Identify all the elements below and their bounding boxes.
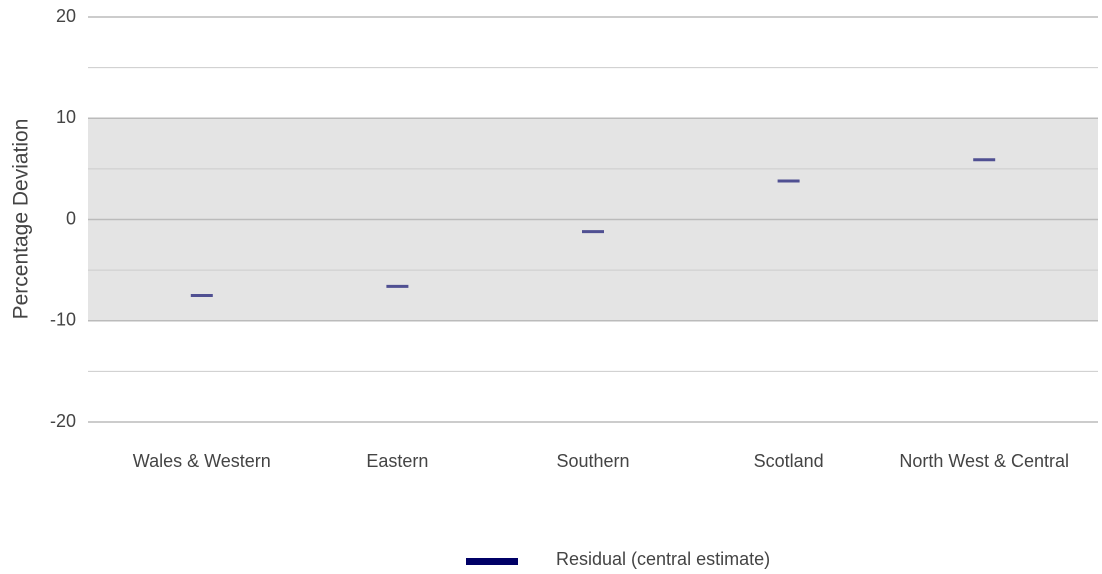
- y-tick-label: 20: [56, 6, 76, 26]
- x-tick-label: Eastern: [366, 451, 428, 471]
- y-axis-title: Percentage Deviation: [10, 119, 33, 320]
- x-tick-label: Wales & Western: [133, 451, 271, 471]
- legend-label: Residual (central estimate): [556, 549, 770, 569]
- legend-swatch: [466, 558, 518, 565]
- x-tick-label: North West & Central: [899, 451, 1069, 471]
- y-tick-label: 0: [66, 208, 76, 228]
- x-tick-label: Southern: [556, 451, 629, 471]
- y-tick-label: -10: [50, 310, 76, 330]
- y-tick-label: -20: [50, 411, 76, 431]
- y-tick-label: 10: [56, 107, 76, 127]
- x-tick-label: Scotland: [754, 451, 824, 471]
